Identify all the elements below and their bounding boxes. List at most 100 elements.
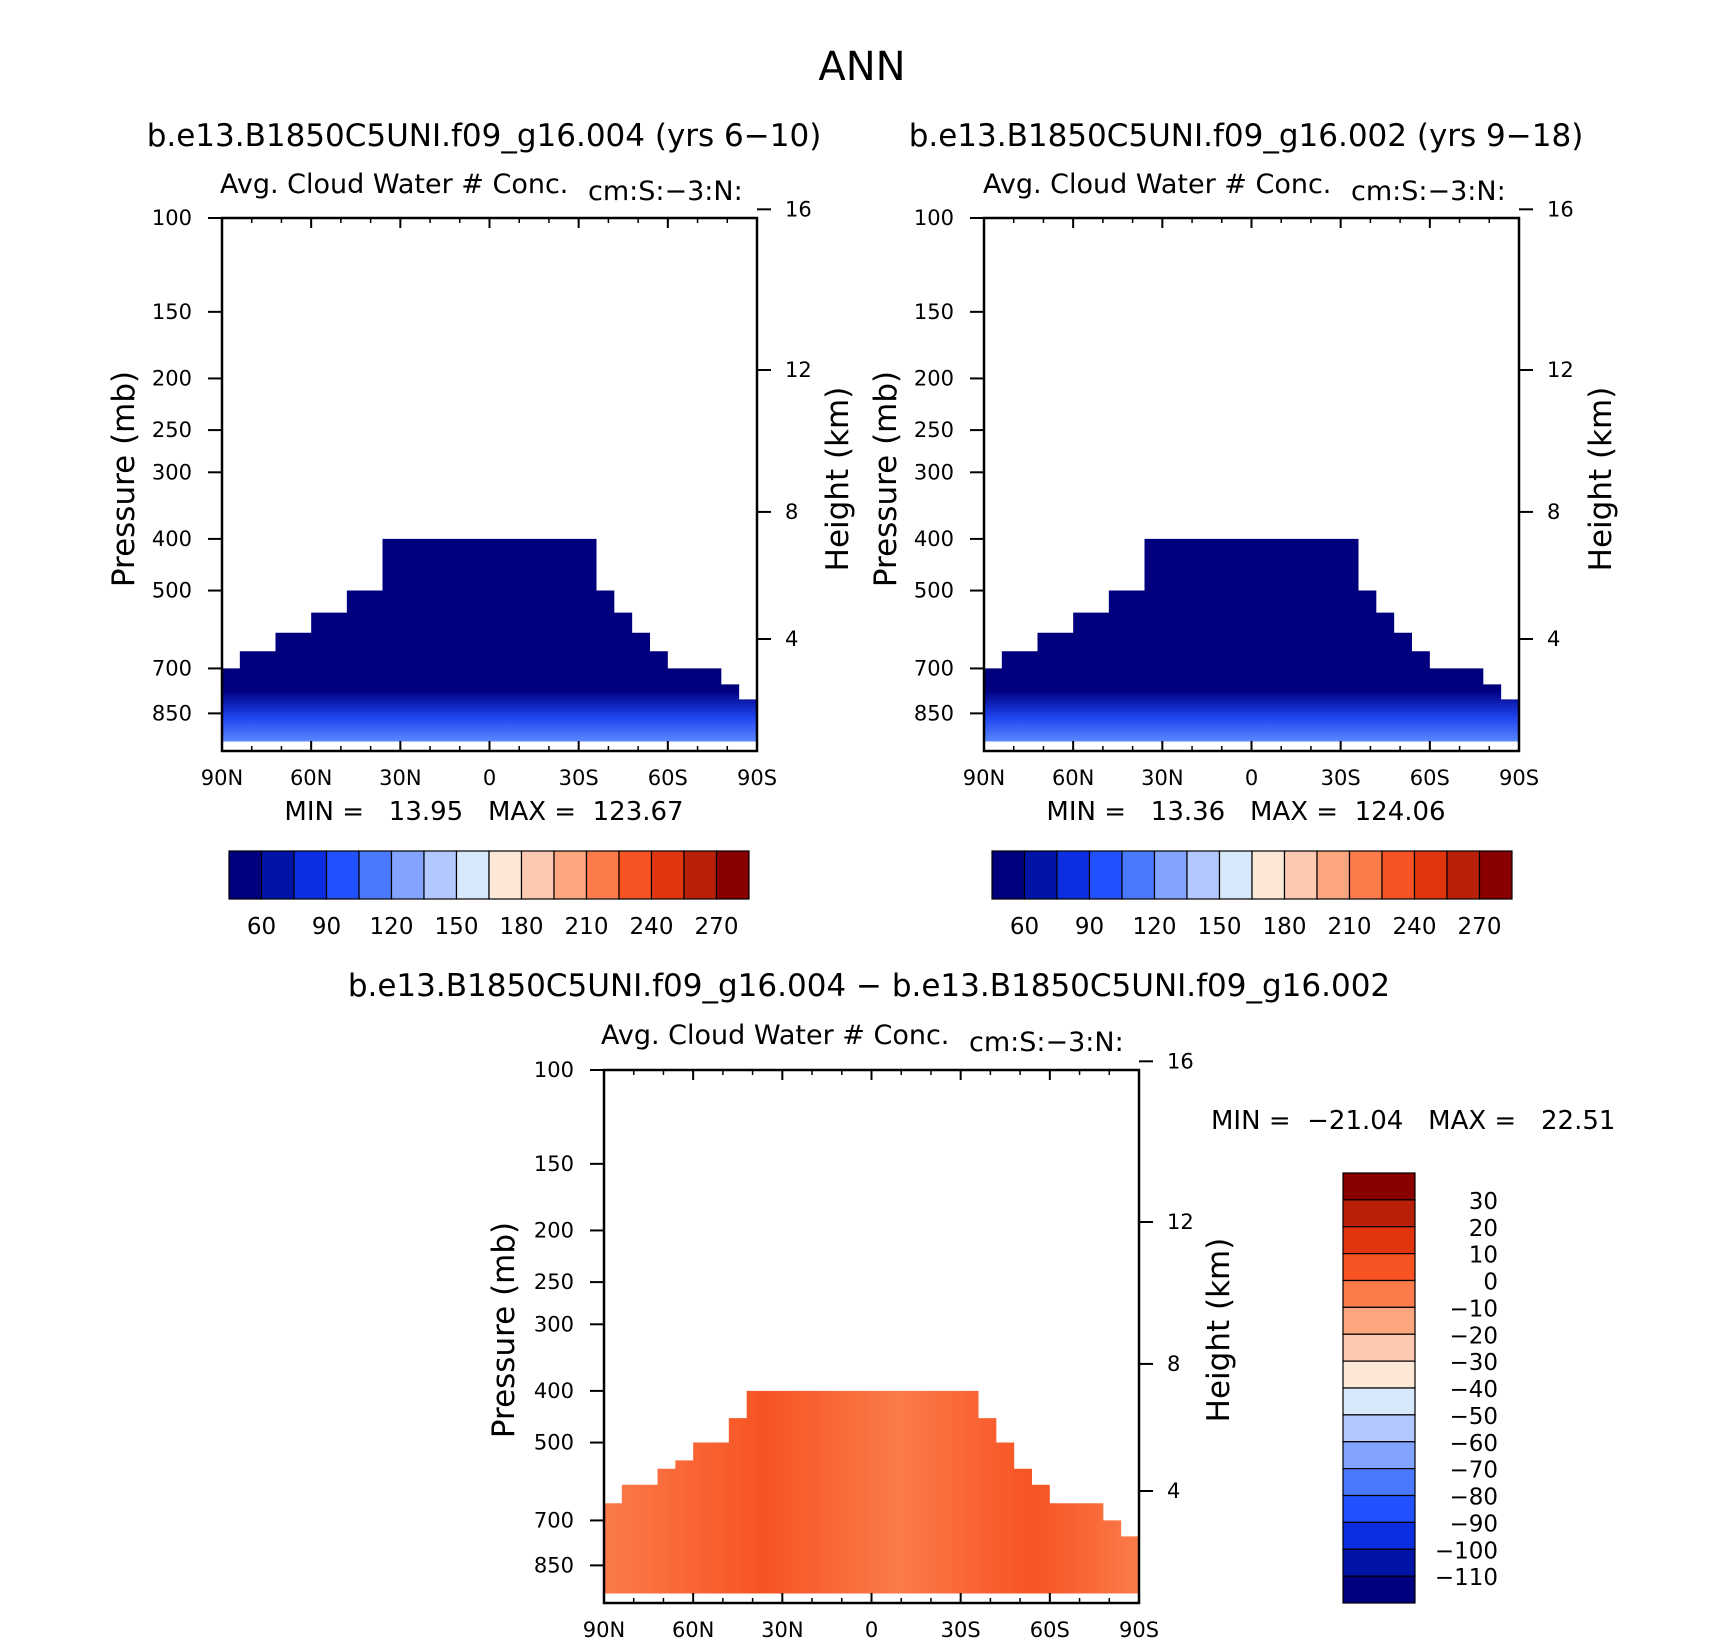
panel-1-ylabel: Pressure (mb) (106, 371, 142, 587)
colorbar-box (1342, 1468, 1416, 1497)
panel-2-case-title: b.e13.B1850C5UNI.f09_g16.002 (yrs 9−18) (909, 118, 1584, 154)
y-tick-label: 100 (914, 206, 954, 230)
panel-2-y2label: Height (km) (1583, 387, 1619, 572)
panel-1-y2label: Height (km) (820, 387, 856, 572)
y-tick-label: 700 (914, 656, 954, 680)
x-tick-label: 60N (1052, 766, 1094, 790)
colorbar-box (683, 850, 718, 900)
y-tick-label: 200 (534, 1218, 574, 1242)
colorbar-label: −20 (1449, 1323, 1498, 1349)
colorbar-label: 90 (312, 914, 341, 940)
colorbar-box (1342, 1360, 1416, 1389)
colorbar-label: −80 (1449, 1485, 1498, 1511)
colorbar-box (1218, 850, 1253, 900)
colorbar-label: −10 (1449, 1296, 1498, 1322)
x-tick-label: 90N (583, 1618, 625, 1639)
colorbar-box (1088, 850, 1123, 900)
y-tick-label: 100 (152, 206, 192, 230)
colorbar-box (325, 850, 360, 900)
y-tick-label: 300 (914, 460, 954, 484)
panel-2-model-002: 90N 60N 30N 0 30S 60S 90S 100 150 200 250 300 400 500… (914, 197, 1574, 790)
colorbar-box (455, 850, 490, 900)
panel-2-min-max: MIN = 13.36 MAX = 124.06 (1046, 797, 1445, 827)
panel-2-units: cm:S:−3:N: (1351, 176, 1506, 207)
x-tick-label: 90N (963, 766, 1005, 790)
panel-2-title: Avg. Cloud Water # Conc. (983, 169, 1331, 200)
colorbar-label: 120 (370, 914, 414, 940)
y-tick-label: 400 (152, 527, 192, 551)
panel-1-model-004: 90N 60N 30N 0 30S 60S 90S 100 150 200 250 300 400 500… (152, 197, 812, 790)
colorbar-label: 30 (1469, 1189, 1498, 1215)
colorbar-label: −50 (1449, 1404, 1498, 1430)
colorbar-box (1342, 1521, 1416, 1550)
y-tick-label: 300 (534, 1312, 574, 1336)
colorbar-box (1348, 850, 1383, 900)
x-tick-label: 30N (761, 1618, 803, 1639)
colorbar-box (1342, 1575, 1416, 1604)
colorbar-box (1413, 850, 1448, 900)
panel-3-case-title: b.e13.B1850C5UNI.f09_g16.004 − b.e13.B18… (348, 968, 1390, 1004)
colorbar-box (520, 850, 555, 900)
y2-tick-label: 12 (1547, 358, 1574, 382)
y2-tick-label: 8 (1547, 500, 1560, 524)
colorbar-label: −90 (1449, 1511, 1498, 1537)
colorbar-label: 180 (500, 914, 544, 940)
colorbar-box (228, 850, 263, 900)
colorbar-box (1342, 1414, 1416, 1443)
figure-title: ANN (818, 44, 905, 90)
y2-tick-label: 12 (785, 358, 812, 382)
colorbar-box (1478, 850, 1513, 900)
data-fill-region (604, 1390, 1139, 1594)
x-tick-label: 60N (290, 766, 332, 790)
x-tick-label: 90S (1119, 1618, 1159, 1639)
x-tick-label: 0 (1245, 766, 1258, 790)
panel-2-ylabel: Pressure (mb) (868, 371, 904, 587)
colorbar-label: −60 (1449, 1431, 1498, 1457)
colorbar-box (1342, 1199, 1416, 1228)
colorbar-label: −110 (1435, 1565, 1498, 1591)
colorbar-label: −40 (1449, 1377, 1498, 1403)
x-tick-label: 90S (737, 766, 777, 790)
y-tick-label: 100 (534, 1058, 574, 1082)
colorbar-box (1186, 850, 1221, 900)
colorbar-box (358, 850, 393, 900)
y-tick-label: 200 (914, 366, 954, 390)
panel-3-min-max: MIN = −21.04 MAX = 22.51 (1211, 1106, 1615, 1136)
y2-tick-label: 4 (1167, 1479, 1180, 1503)
colorbar-box (1381, 850, 1416, 900)
colorbar-box (1251, 850, 1286, 900)
colorbar-label: 10 (1469, 1243, 1498, 1269)
y-tick-label: 150 (152, 300, 192, 324)
colorbar-box (1023, 850, 1058, 900)
panel-1-title: Avg. Cloud Water # Conc. (220, 169, 568, 200)
x-tick-label: 30S (559, 766, 599, 790)
y2-tick-label: 16 (785, 197, 812, 221)
colorbar-label: 210 (1328, 914, 1372, 940)
colorbar-box (1342, 1441, 1416, 1470)
y-tick-label: 250 (534, 1270, 574, 1294)
colorbar-label: 150 (1198, 914, 1242, 940)
colorbar-box (618, 850, 653, 900)
colorbar-box (1056, 850, 1091, 900)
y2-tick-label: 8 (785, 500, 798, 524)
colorbar-label: 0 (1483, 1270, 1498, 1296)
y2-tick-label: 12 (1167, 1210, 1194, 1234)
data-fill-region (222, 538, 757, 742)
y-tick-label: 400 (914, 527, 954, 551)
panel-1-min-max: MIN = 13.95 MAX = 123.67 (284, 797, 683, 827)
colorbar-label: −100 (1435, 1538, 1498, 1564)
y-tick-label: 500 (152, 579, 192, 603)
colorbar-label: 210 (565, 914, 609, 940)
x-tick-label: 0 (865, 1618, 878, 1639)
colorbar-box (293, 850, 328, 900)
colorbar-label: 240 (1393, 914, 1437, 940)
colorbar-label: −70 (1449, 1458, 1498, 1484)
colorbar-box (1342, 1306, 1416, 1335)
x-tick-label: 90N (201, 766, 243, 790)
x-tick-label: 30N (1141, 766, 1183, 790)
panel-1-case-title: b.e13.B1850C5UNI.f09_g16.004 (yrs 6−10) (147, 118, 822, 154)
x-tick-label: 90S (1499, 766, 1539, 790)
colorbar-label: 60 (1010, 914, 1039, 940)
y2-tick-label: 16 (1547, 197, 1574, 221)
colorbar-box (991, 850, 1026, 900)
